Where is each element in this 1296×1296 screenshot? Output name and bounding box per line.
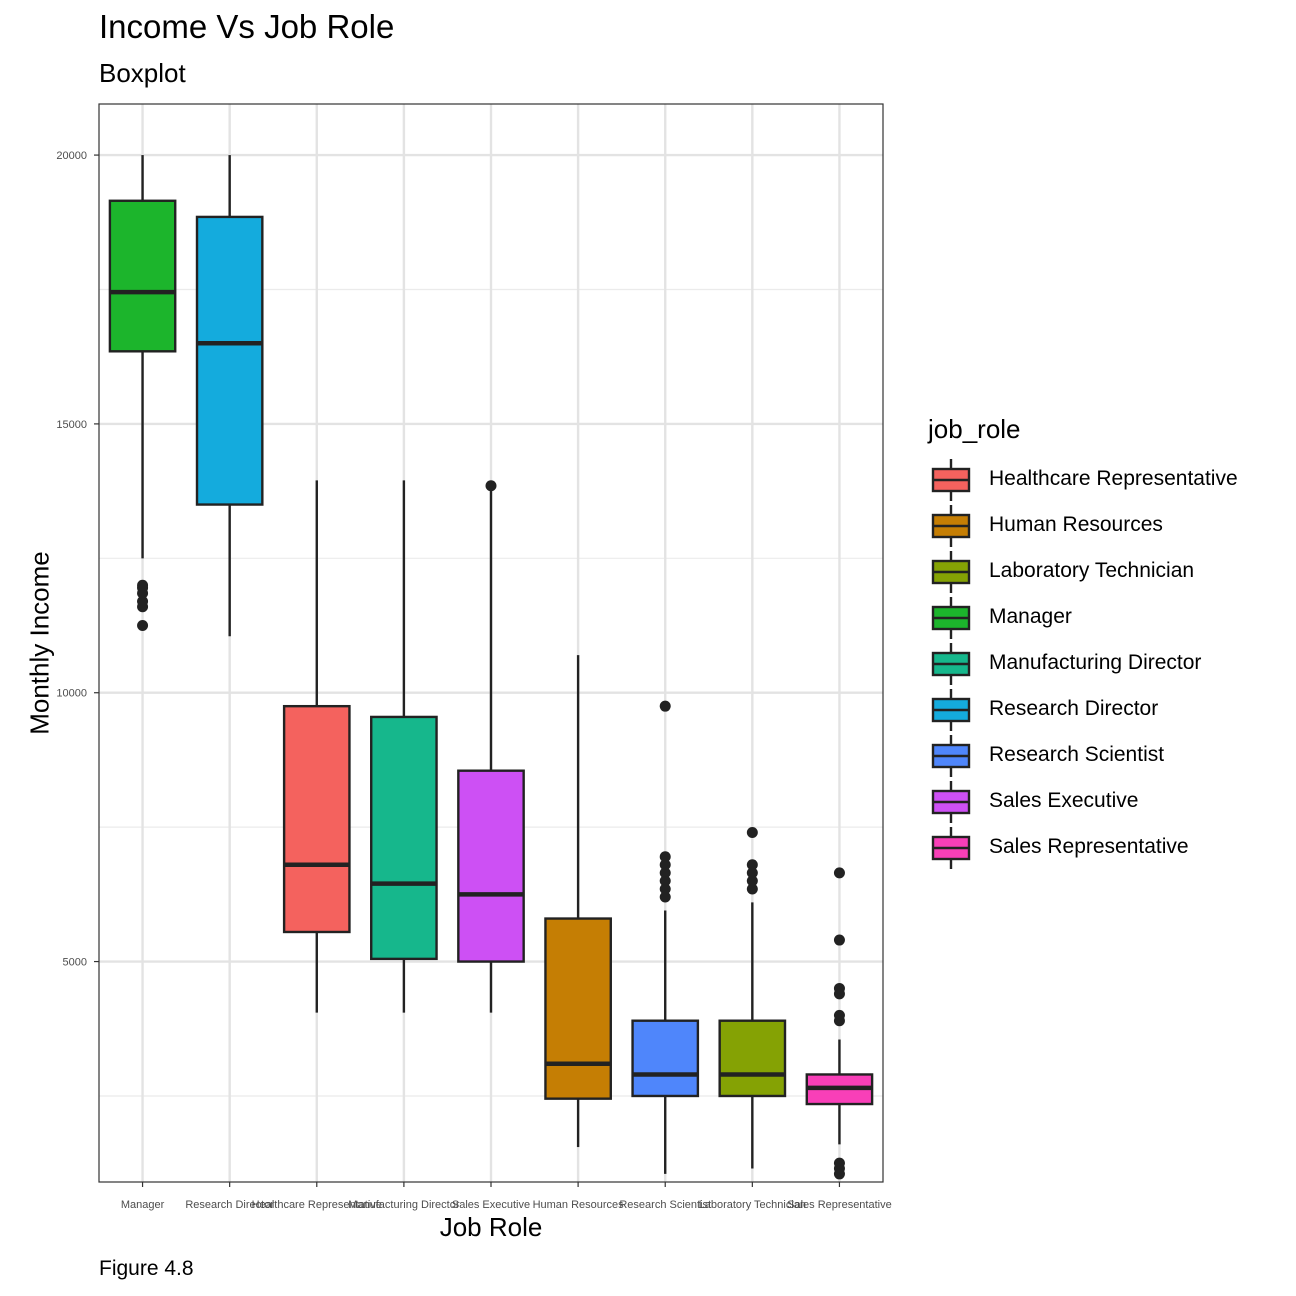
legend-key bbox=[931, 781, 971, 823]
outlier-point bbox=[833, 934, 845, 946]
outlier-point bbox=[137, 595, 149, 607]
outlier-point bbox=[137, 579, 149, 591]
outlier-point bbox=[833, 1009, 845, 1021]
outlier-point bbox=[659, 700, 671, 712]
y-tick-label: 5000 bbox=[63, 957, 87, 969]
legend-item: Sales Representative bbox=[928, 825, 1189, 871]
x-tick-label: Manufacturing Director bbox=[348, 1199, 460, 1211]
outlier-point bbox=[137, 620, 149, 632]
legend-key bbox=[931, 505, 971, 547]
box bbox=[108, 199, 177, 353]
outlier-point bbox=[659, 867, 671, 879]
outlier-point bbox=[659, 875, 671, 887]
x-tick-label: Manager bbox=[121, 1199, 165, 1211]
legend-label: Sales Executive bbox=[989, 789, 1139, 812]
y-tick-label: 10000 bbox=[56, 688, 87, 700]
legend-item: Healthcare Representative bbox=[928, 457, 1238, 503]
outlier-point bbox=[833, 867, 845, 879]
legend-item: Manufacturing Director bbox=[928, 641, 1201, 687]
x-tick-label: Human Resources bbox=[533, 1199, 625, 1211]
outlier-point bbox=[746, 883, 758, 895]
legend-key bbox=[931, 551, 971, 593]
box bbox=[718, 1019, 787, 1098]
outlier-point bbox=[659, 851, 671, 863]
x-tick-label: Research Director bbox=[185, 1199, 274, 1211]
outlier-point bbox=[746, 827, 758, 839]
x-tick-label: Sales Executive bbox=[452, 1199, 530, 1211]
legend-key bbox=[931, 459, 971, 501]
outlier-point bbox=[833, 982, 845, 994]
legend-label: Healthcare Representative bbox=[989, 467, 1238, 490]
outlier-point bbox=[746, 875, 758, 887]
legend-title: job_role bbox=[928, 414, 1021, 444]
box bbox=[457, 769, 525, 963]
chart-subtitle: Boxplot bbox=[99, 58, 186, 88]
outlier-point bbox=[485, 480, 497, 492]
legend-key bbox=[931, 827, 971, 869]
x-tick-label: Sales Representative bbox=[787, 1199, 892, 1211]
legend-items: Healthcare Representative Human Resources… bbox=[928, 457, 1238, 871]
y-tick-label: 15000 bbox=[56, 419, 87, 431]
outlier-point bbox=[746, 867, 758, 879]
x-axis-label: Job Role bbox=[439, 1212, 543, 1242]
legend-item: Laboratory Technician bbox=[928, 549, 1194, 595]
outlier-point bbox=[833, 1157, 845, 1169]
legend-item: Human Resources bbox=[928, 503, 1163, 549]
box bbox=[195, 215, 264, 506]
legend-key bbox=[931, 689, 971, 731]
legend-label: Laboratory Technician bbox=[989, 559, 1195, 582]
box bbox=[544, 917, 612, 1100]
outlier-point bbox=[746, 859, 758, 871]
x-tick-label: Research Scientist bbox=[619, 1199, 711, 1211]
chart-title: Income Vs Job Role bbox=[99, 8, 395, 45]
box bbox=[631, 1019, 700, 1098]
legend-label: Research Director bbox=[989, 697, 1159, 720]
box bbox=[370, 715, 438, 961]
legend-item: Research Scientist bbox=[928, 733, 1164, 779]
x-tick-label: Laboratory Technician bbox=[699, 1199, 806, 1211]
x-tick-label: Healthcare Representative bbox=[252, 1199, 382, 1211]
legend-key bbox=[931, 735, 971, 777]
legend-label: Manager bbox=[989, 605, 1072, 628]
outlier-point bbox=[659, 859, 671, 871]
legend-label: Human Resources bbox=[989, 513, 1163, 536]
outlier-point bbox=[659, 891, 671, 903]
legend-item: Research Director bbox=[928, 687, 1158, 733]
legend-label: Sales Representative bbox=[989, 835, 1189, 858]
box bbox=[282, 704, 351, 934]
legend-label: Manufacturing Director bbox=[989, 651, 1202, 674]
outlier-point bbox=[659, 883, 671, 895]
legend-key bbox=[931, 643, 971, 685]
legend: job_role Healthcare Representative Human … bbox=[928, 414, 1238, 871]
legend-item: Sales Executive bbox=[928, 779, 1138, 825]
legend-item: Manager bbox=[928, 595, 1072, 641]
legend-key bbox=[931, 597, 971, 639]
y-tick-label: 20000 bbox=[56, 150, 87, 162]
figure-caption: Figure 4.8 bbox=[99, 1257, 194, 1280]
legend-label: Research Scientist bbox=[989, 743, 1165, 766]
